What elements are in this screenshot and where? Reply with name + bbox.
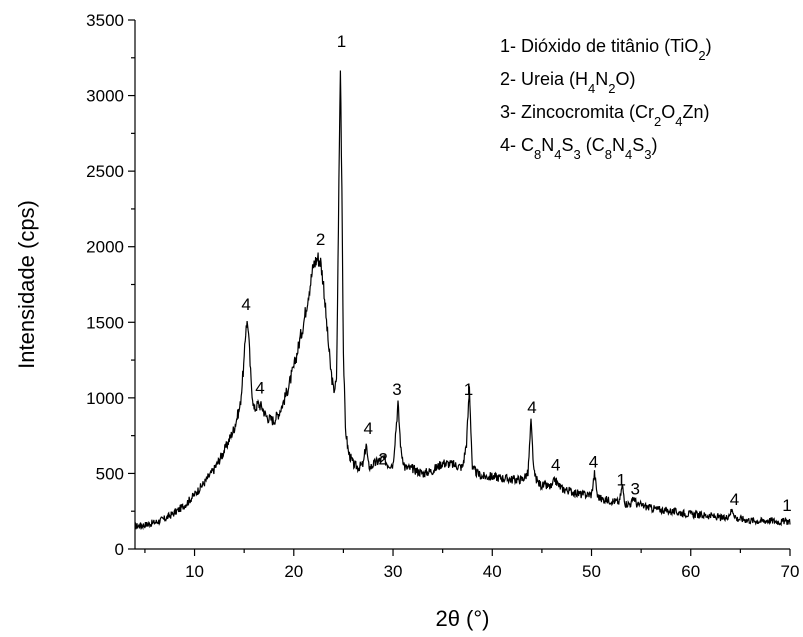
- legend-entry: 3- Zincocromita (Cr2O4Zn): [500, 102, 710, 129]
- series-line: [134, 70, 791, 531]
- x-axis-title: 2θ (°): [435, 606, 489, 631]
- y-tick-label: 3000: [86, 87, 124, 106]
- legend-entry: 2- Ureia (H4N2O): [500, 69, 635, 96]
- peak-label: 4: [551, 455, 560, 474]
- peak-label: 2: [316, 230, 325, 249]
- x-ticks: 10 20 30 40 50 60 70: [144, 549, 800, 581]
- y-ticks: 0 500 1000 1500 2000 2500 3000 3500: [86, 11, 135, 559]
- peak-label: 1: [617, 471, 626, 490]
- peak-label: 4: [255, 378, 264, 397]
- x-tick-label: 50: [582, 562, 601, 581]
- y-tick-label: 3500: [86, 11, 124, 30]
- y-tick-label: 0: [115, 540, 124, 559]
- peak-label: 1: [464, 380, 473, 399]
- peak-label: 4: [363, 419, 372, 438]
- x-tick-label: 10: [185, 562, 204, 581]
- legend: 1- Dióxido de titânio (TiO2) 2- Ureia (H4…: [500, 36, 712, 162]
- y-tick-label: 2000: [86, 238, 124, 257]
- peak-label: 3: [630, 480, 639, 499]
- y-tick-label: 500: [96, 464, 124, 483]
- legend-entry: 1- Dióxido de titânio (TiO2): [500, 36, 712, 63]
- x-tick-label: 30: [384, 562, 403, 581]
- y-tick-label: 1500: [86, 313, 124, 332]
- y-tick-label: 2500: [86, 162, 124, 181]
- peak-label: 4: [527, 398, 536, 417]
- peak-label: 2: [378, 449, 387, 468]
- x-tick-label: 40: [483, 562, 502, 581]
- peak-label: 1: [337, 32, 346, 51]
- x-tick-label: 70: [781, 562, 800, 581]
- y-axis-title: Intensidade (cps): [14, 200, 39, 369]
- axes: [134, 20, 790, 550]
- peak-label: 3: [392, 380, 401, 399]
- peak-label: 4: [241, 295, 250, 314]
- x-tick-label: 60: [681, 562, 700, 581]
- x-tick-label: 20: [284, 562, 303, 581]
- peak-label: 4: [730, 490, 739, 509]
- legend-entry: 4- C8N4S3 (C8N4S3): [500, 135, 657, 162]
- y-tick-label: 1000: [86, 389, 124, 408]
- peak-label: 1: [782, 496, 791, 515]
- peak-label: 4: [589, 452, 598, 471]
